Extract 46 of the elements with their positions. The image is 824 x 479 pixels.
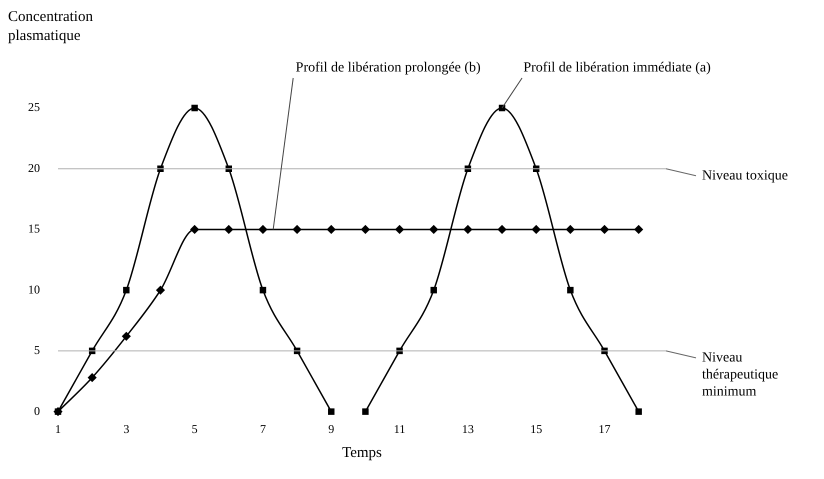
point xyxy=(600,225,609,234)
ref-line-label: Niveau thérapeutique minimum xyxy=(702,350,778,400)
x-tick-label: 3 xyxy=(123,422,130,436)
ref-line-label: Niveau toxique xyxy=(702,168,788,184)
point xyxy=(361,225,370,234)
point xyxy=(190,225,199,234)
point xyxy=(224,225,234,234)
point xyxy=(88,373,96,382)
y-tick-label: 25 xyxy=(28,100,40,114)
x-tick-label: 7 xyxy=(260,422,266,436)
point xyxy=(362,408,369,415)
point xyxy=(532,225,540,234)
x-tick-label: 11 xyxy=(394,422,406,436)
x-tick-label: 1 xyxy=(55,422,61,436)
point xyxy=(634,225,643,234)
x-axis-title: Temps xyxy=(342,444,382,461)
y-tick-label: 20 xyxy=(28,160,40,175)
y-axis-title: Concentration plasmatique xyxy=(8,8,94,46)
x-tick-label: 13 xyxy=(462,422,474,436)
point xyxy=(430,286,437,294)
point xyxy=(635,408,642,415)
y-tick-label: 5 xyxy=(34,343,40,358)
point xyxy=(122,332,131,341)
point xyxy=(258,225,268,234)
annotation: Profil de libération prolongée (b) xyxy=(296,60,482,76)
point xyxy=(123,286,130,294)
point xyxy=(395,225,404,234)
point xyxy=(156,286,165,294)
y-tick-label: 15 xyxy=(28,222,40,236)
point xyxy=(327,225,336,234)
point xyxy=(567,286,574,294)
point xyxy=(566,225,575,234)
point xyxy=(328,408,334,415)
point xyxy=(498,225,506,234)
point xyxy=(191,104,198,112)
x-tick-label: 17 xyxy=(598,422,611,436)
x-tick-label: 15 xyxy=(530,422,542,436)
point xyxy=(464,225,472,234)
y-tick-label: 0 xyxy=(34,404,40,418)
x-tick-label: 9 xyxy=(328,422,334,436)
point xyxy=(429,225,438,234)
y-tick-label: 10 xyxy=(28,282,40,296)
point xyxy=(260,286,266,294)
x-tick-label: 5 xyxy=(192,422,198,436)
annotation: Profil de libération immédiate (a) xyxy=(523,60,712,76)
point xyxy=(292,225,302,234)
